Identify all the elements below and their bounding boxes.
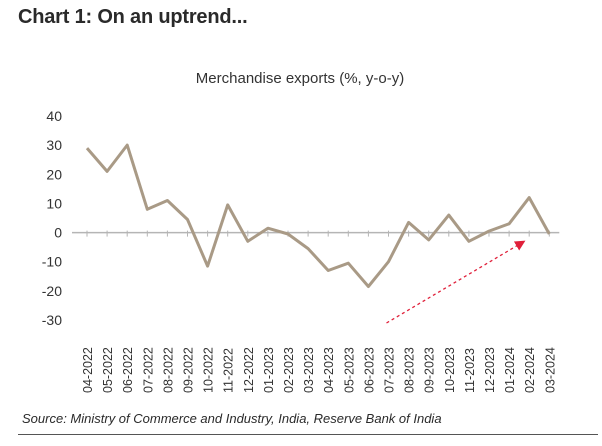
x-tick-label: 03-2023: [302, 347, 316, 393]
x-tick-label: 02-2024: [523, 347, 537, 393]
chart-title: Merchandise exports (%, y-o-y): [196, 70, 404, 87]
y-tick-label: -20: [42, 283, 62, 299]
x-tick-label: 08-2022: [161, 347, 175, 393]
x-tick-label: 10-2022: [202, 347, 216, 393]
x-tick-label: 06-2023: [362, 347, 376, 393]
x-tick-label: 12-2022: [242, 347, 256, 393]
x-tick-label: 01-2024: [503, 347, 517, 393]
y-tick-label: -10: [42, 254, 62, 270]
y-axis: 40 30 20 10 0 -10 -20 -30: [42, 108, 62, 328]
x-tick-label: 08-2023: [403, 347, 417, 393]
chart-heading: Chart 1: On an uptrend...: [18, 6, 248, 28]
x-tick-label: 04-2023: [322, 347, 336, 393]
x-tick-label: 05-2023: [342, 347, 356, 393]
x-tick-label: 02-2023: [282, 347, 296, 393]
series-group: [85, 143, 551, 288]
x-tick-label: 07-2023: [383, 347, 397, 393]
bottom-rule: [18, 434, 598, 435]
x-tick-label: 03-2024: [543, 347, 557, 393]
x-tick-label: 05-2022: [101, 347, 115, 393]
y-tick-label: 10: [46, 195, 62, 211]
y-tick-label: 20: [46, 166, 62, 182]
annotation-group: [386, 240, 526, 324]
y-tick-label: -30: [42, 312, 62, 328]
x-tick-label: 04-2022: [81, 347, 95, 393]
y-tick-label: 40: [46, 108, 62, 124]
x-axis: 04-2022 05-2022 06-2022 07-2022 08-2022 09-20…: [72, 230, 560, 393]
source-note: Source: Ministry of Commerce and Industr…: [22, 411, 442, 426]
x-tick-label: 10-2023: [443, 347, 457, 393]
x-tick-label: 09-2022: [182, 347, 196, 393]
x-tick-label: 01-2023: [262, 347, 276, 393]
x-tick-label: 07-2022: [141, 347, 155, 393]
x-tick-label: 12-2023: [483, 347, 497, 393]
y-tick-label: 0: [54, 225, 62, 241]
series-line: [85, 143, 551, 288]
trend-arrow: [386, 240, 526, 324]
x-tick-label: 11-2023: [463, 348, 477, 393]
x-tick-label: 06-2022: [121, 347, 135, 393]
x-tick-label: 11-2022: [222, 348, 236, 393]
y-tick-label: 30: [46, 137, 62, 153]
x-tick-label: 09-2023: [423, 347, 437, 393]
